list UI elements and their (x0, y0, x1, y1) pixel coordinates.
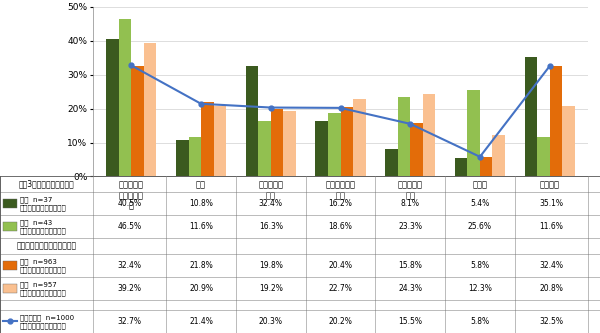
Text: 5.8%: 5.8% (470, 261, 490, 270)
Bar (385, 149, 398, 176)
Text: 16.2%: 16.2% (329, 199, 352, 208)
Bar (341, 107, 353, 176)
Text: 19.2%: 19.2% (259, 284, 283, 293)
Text: 16.3%: 16.3% (259, 222, 283, 231)
Bar (3, 261, 17, 270)
Bar (524, 57, 537, 176)
Text: 35.1%: 35.1% (539, 199, 563, 208)
Bar (3, 284, 17, 293)
Text: 5.8%: 5.8% (470, 317, 490, 326)
Text: 23.3%: 23.3% (398, 222, 422, 231)
Bar (328, 113, 341, 176)
Bar (316, 122, 328, 176)
Text: 11.6%: 11.6% (189, 222, 213, 231)
Text: 被災地以外（前回との比較）: 被災地以外（前回との比較） (16, 241, 77, 250)
Bar (176, 140, 188, 176)
Text: 今回の全体  n=1000
（平成２８年１月実施）: 今回の全体 n=1000 （平成２８年１月実施） (20, 314, 74, 329)
Bar (258, 121, 271, 176)
Bar (106, 39, 119, 176)
Text: 今回  n=37
（平成２８年１月実施）: 今回 n=37 （平成２８年１月実施） (20, 196, 67, 211)
Bar (271, 109, 283, 176)
Text: 10.8%: 10.8% (189, 199, 213, 208)
Bar (550, 67, 562, 176)
Text: 21.8%: 21.8% (189, 261, 213, 270)
Text: 15.8%: 15.8% (398, 261, 422, 270)
Bar (467, 90, 480, 176)
Text: 46.5%: 46.5% (118, 222, 142, 231)
Text: 25.6%: 25.6% (468, 222, 492, 231)
Bar (353, 99, 365, 176)
Text: 5.4%: 5.4% (470, 199, 490, 208)
Text: 20.9%: 20.9% (189, 284, 213, 293)
Text: 32.7%: 32.7% (118, 317, 142, 326)
Text: 32.4%: 32.4% (259, 199, 283, 208)
Text: 32.4%: 32.4% (118, 261, 142, 270)
Text: 11.6%: 11.6% (539, 222, 563, 231)
Bar (455, 158, 467, 176)
Text: 12.3%: 12.3% (468, 284, 492, 293)
Text: 32.5%: 32.5% (539, 317, 563, 326)
Text: 15.5%: 15.5% (398, 317, 422, 326)
Text: 20.3%: 20.3% (259, 317, 283, 326)
Bar (131, 67, 144, 176)
Bar (410, 123, 423, 176)
Text: 20.2%: 20.2% (329, 317, 352, 326)
Bar (493, 135, 505, 176)
Bar (283, 111, 296, 176)
Text: 40.5%: 40.5% (118, 199, 142, 208)
Bar (214, 106, 226, 176)
Text: 被災3県（前回との比較）: 被災3県（前回との比較） (19, 180, 74, 189)
Text: 18.6%: 18.6% (329, 222, 352, 231)
Bar (201, 103, 214, 176)
Bar (119, 19, 131, 176)
Bar (537, 137, 550, 176)
Bar (3, 222, 17, 231)
Bar (423, 94, 436, 176)
Text: 21.4%: 21.4% (189, 317, 213, 326)
Text: 8.1%: 8.1% (401, 199, 420, 208)
Bar (480, 157, 493, 176)
Bar (3, 199, 17, 208)
Bar (562, 106, 575, 176)
Bar (188, 137, 201, 176)
Bar (398, 97, 410, 176)
Text: 24.3%: 24.3% (398, 284, 422, 293)
Text: 39.2%: 39.2% (118, 284, 142, 293)
Text: 前回  n=957
（平成２７年１月実施）: 前回 n=957 （平成２７年１月実施） (20, 281, 67, 296)
Text: 前回  n=43
（平成２７年１月実施）: 前回 n=43 （平成２７年１月実施） (20, 219, 67, 234)
Text: 今回  n=963
（平成２８年１月実施）: 今回 n=963 （平成２８年１月実施） (20, 258, 67, 273)
Bar (144, 43, 157, 176)
Text: 20.8%: 20.8% (539, 284, 563, 293)
Bar (245, 67, 258, 176)
Text: 20.4%: 20.4% (329, 261, 353, 270)
Text: 22.7%: 22.7% (329, 284, 352, 293)
Text: 19.8%: 19.8% (259, 261, 283, 270)
Text: 32.4%: 32.4% (539, 261, 563, 270)
